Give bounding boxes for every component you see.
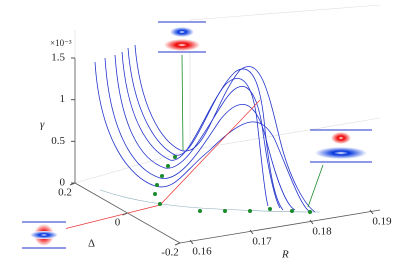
- x-label: Δ: [88, 238, 95, 250]
- x-tick-label: -0.2: [161, 247, 178, 259]
- insets: [22, 21, 372, 249]
- x-tick-label: 0: [115, 217, 121, 229]
- z-tick-label: 0: [60, 177, 66, 189]
- markers: [153, 155, 312, 214]
- box: [74, 4, 381, 244]
- y-tick-label: 0.17: [252, 236, 272, 248]
- y-tick-label: 0.19: [372, 216, 392, 228]
- multiplier: ×10⁻³: [50, 38, 72, 48]
- y-tick: [369, 209, 374, 215]
- z-tick-label: 0.5: [51, 135, 65, 147]
- y-tick-label: 0.16: [192, 246, 212, 258]
- curves: [39, 44, 321, 236]
- x-tick: [122, 212, 128, 216]
- y-label: R: [281, 249, 289, 261]
- y-tick: [309, 219, 314, 225]
- z-label: γ: [40, 119, 45, 131]
- x-tick: [174, 242, 181, 246]
- z-tick-label: 1: [60, 93, 66, 105]
- x-tick-label: 0.2: [58, 187, 72, 199]
- y-tick-label: 0.18: [312, 226, 332, 238]
- y-tick: [189, 239, 194, 245]
- y-tick: [249, 229, 254, 235]
- z-tick-label: 1.5: [51, 52, 65, 64]
- x-tick: [69, 182, 76, 186]
